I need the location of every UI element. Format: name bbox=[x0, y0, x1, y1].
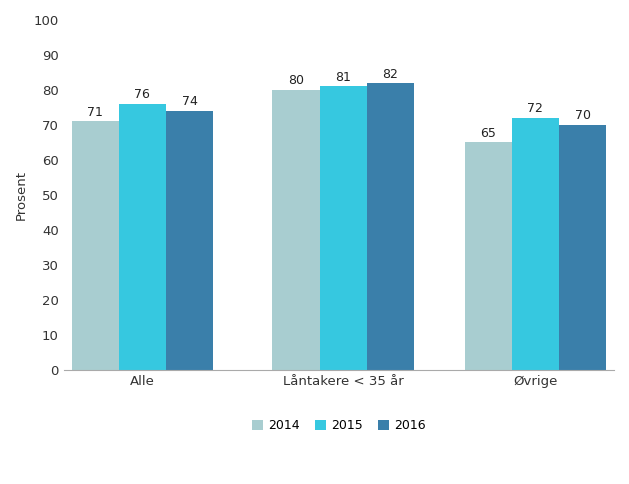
Text: 80: 80 bbox=[288, 75, 304, 88]
Bar bbox=[320, 87, 367, 370]
Text: 74: 74 bbox=[182, 95, 198, 108]
Text: 81: 81 bbox=[335, 71, 351, 84]
Legend: 2014, 2015, 2016: 2014, 2015, 2016 bbox=[247, 414, 431, 438]
Bar bbox=[559, 125, 606, 370]
Text: 65: 65 bbox=[481, 127, 496, 140]
Text: 71: 71 bbox=[87, 106, 103, 119]
Bar bbox=[166, 111, 213, 370]
Bar bbox=[272, 90, 320, 370]
Text: 76: 76 bbox=[135, 89, 150, 102]
Text: 72: 72 bbox=[528, 103, 543, 116]
Bar bbox=[512, 118, 559, 370]
Text: 70: 70 bbox=[574, 109, 591, 122]
Text: 82: 82 bbox=[382, 67, 398, 80]
Bar bbox=[465, 142, 512, 370]
Bar bbox=[367, 83, 414, 370]
Bar bbox=[72, 121, 119, 370]
Bar bbox=[119, 104, 166, 370]
Y-axis label: Prosent: Prosent bbox=[15, 170, 28, 220]
